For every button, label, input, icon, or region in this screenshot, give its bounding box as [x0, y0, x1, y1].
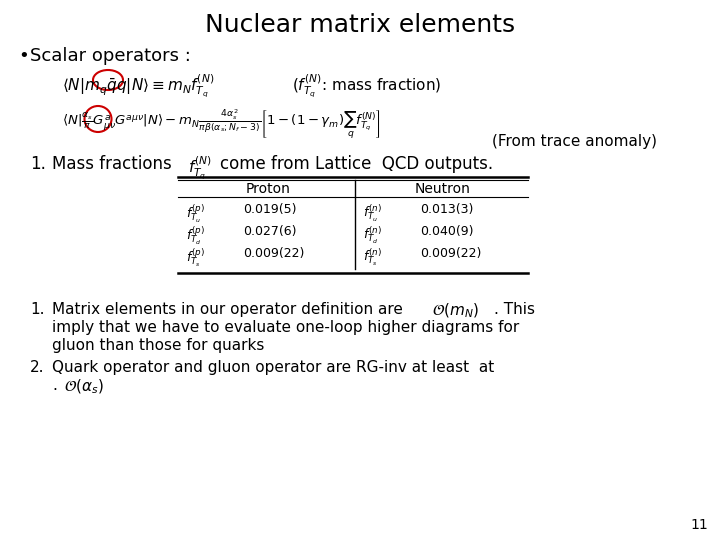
Text: $f^{(p)}_{T_d}$: $f^{(p)}_{T_d}$	[186, 225, 205, 247]
Text: 0.019(5): 0.019(5)	[243, 203, 297, 216]
Text: 0.027(6): 0.027(6)	[243, 225, 297, 238]
Text: Quark operator and gluon operator are RG-inv at least  at: Quark operator and gluon operator are RG…	[52, 360, 494, 375]
Text: $\mathcal{O}(m_N)$: $\mathcal{O}(m_N)$	[432, 302, 479, 320]
Text: . This: . This	[494, 302, 535, 317]
Text: $\langle N|\frac{\alpha_s}{\pi}G^a_{\mu\nu}G^{a\mu\nu}|N\rangle - m_N\frac{4\alp: $\langle N|\frac{\alpha_s}{\pi}G^a_{\mu\…	[62, 108, 381, 141]
Text: $\langle N|m_q\bar{q}q|N\rangle \equiv m_N f^{(N)}_{T_q}$: $\langle N|m_q\bar{q}q|N\rangle \equiv m…	[62, 73, 215, 100]
Text: 0.009(22): 0.009(22)	[243, 247, 305, 260]
Text: $f^{(N)}_{T_q}$: $f^{(N)}_{T_q}$	[188, 155, 212, 182]
Text: come from Lattice  QCD outputs.: come from Lattice QCD outputs.	[220, 155, 493, 173]
Text: 0.009(22): 0.009(22)	[420, 247, 482, 260]
Text: $f^{(p)}_{T_u}$: $f^{(p)}_{T_u}$	[186, 203, 205, 225]
Text: imply that we have to evaluate one-loop higher diagrams for: imply that we have to evaluate one-loop …	[52, 320, 519, 335]
Text: $(f^{(N)}_{T_q}$: mass fraction): $(f^{(N)}_{T_q}$: mass fraction)	[292, 73, 441, 100]
Text: Neutron: Neutron	[415, 182, 471, 196]
Text: 1.: 1.	[30, 155, 46, 173]
Text: .: .	[52, 378, 57, 393]
Text: Proton: Proton	[246, 182, 290, 196]
Text: 1.: 1.	[30, 302, 45, 317]
Text: Scalar operators :: Scalar operators :	[30, 47, 191, 65]
Text: $f^{(p)}_{T_s}$: $f^{(p)}_{T_s}$	[186, 247, 205, 269]
Text: $f^{(n)}_{T_s}$: $f^{(n)}_{T_s}$	[363, 247, 382, 268]
Text: (From trace anomaly): (From trace anomaly)	[492, 134, 657, 149]
Text: 2.: 2.	[30, 360, 45, 375]
Text: •: •	[18, 47, 29, 65]
Text: 0.013(3): 0.013(3)	[420, 203, 473, 216]
Text: $\mathcal{O}(\alpha_s)$: $\mathcal{O}(\alpha_s)$	[64, 378, 104, 396]
Text: 0.040(9): 0.040(9)	[420, 225, 474, 238]
Text: $f^{(n)}_{T_u}$: $f^{(n)}_{T_u}$	[363, 203, 382, 224]
Text: gluon than those for quarks: gluon than those for quarks	[52, 338, 264, 353]
Text: Matrix elements in our operator definition are: Matrix elements in our operator definiti…	[52, 302, 403, 317]
Text: Nuclear matrix elements: Nuclear matrix elements	[205, 13, 515, 37]
Text: 11: 11	[690, 518, 708, 532]
Text: Mass fractions: Mass fractions	[52, 155, 172, 173]
Text: $f^{(n)}_{T_d}$: $f^{(n)}_{T_d}$	[363, 225, 382, 246]
